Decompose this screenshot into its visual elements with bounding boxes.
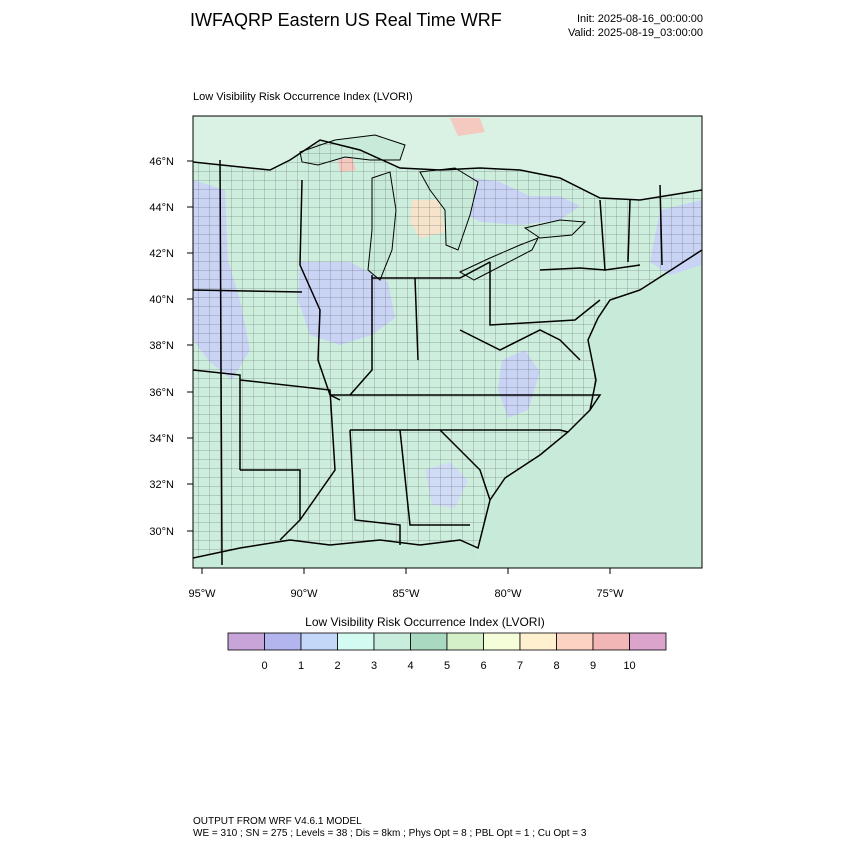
colorbar-label: 9 [590,660,596,672]
high-index-canada-patch [450,118,485,136]
footer-model-line: OUTPUT FROM WRF V4.6.1 MODEL [193,816,362,827]
init-time: Init: 2025-08-16_00:00:00 [577,13,703,25]
colorbar-box [446,632,484,651]
valid-time: Valid: 2025-08-19_03:00:00 [568,27,703,39]
colorbar-box [483,632,521,651]
colorbar-label: 5 [444,660,450,672]
colorbar-box [592,632,630,651]
colorbar-label: 7 [517,660,523,672]
colorbar-label: 1 [298,660,304,672]
lon-label-80: 80°W [494,588,522,600]
lat-label-36: 36°N [149,387,174,399]
colorbar-box [519,632,557,651]
colorbar-label: 8 [553,660,559,672]
plot-subtitle: Low Visibility Risk Occurrence Index (LV… [193,91,413,103]
colorbar: 0 1 2 3 4 5 6 7 8 9 10 [227,632,667,672]
gulf-of-mexico [193,540,478,568]
map-area [193,116,702,568]
atlantic-ocean [478,250,702,568]
colorbar-box [300,632,338,651]
colorbar-box [373,632,411,651]
state-boundaries [193,139,702,566]
colorbar-box [556,632,594,651]
main-title: IWFAQRP Eastern US Real Time WRF [190,10,502,30]
colorbar-label: 0 [261,660,267,672]
map-frame [192,115,703,569]
colorbar-label: 2 [334,660,340,672]
lon-label-85: 85°W [392,588,420,600]
colorbar-label: 6 [480,660,486,672]
lat-label-46: 46°N [149,156,174,168]
lat-label-44: 44°N [149,202,174,214]
colorbar-label: 4 [407,660,413,672]
lat-label-34: 34°N [149,433,174,445]
colorbar-label: 3 [371,660,377,672]
lat-label-32: 32°N [149,479,174,491]
lon-label-75: 75°W [596,588,624,600]
lat-label-30: 30°N [149,526,174,538]
colorbar-title: Low Visibility Risk Occurrence Index (LV… [305,615,545,629]
colorbar-label: 10 [623,660,635,672]
lat-axis: 46°N 44°N 42°N 40°N 38°N 36°N 34°N 32°N … [149,156,193,538]
canada-region [193,116,702,200]
lat-label-38: 38°N [149,340,174,352]
lon-label-90: 90°W [290,588,318,600]
colorbar-box [629,632,667,651]
colorbar-box [227,632,265,651]
colorbar-box [264,632,302,651]
lat-label-42: 42°N [149,248,174,260]
footer-config-line: WE = 310 ; SN = 275 ; Levels = 38 ; Dis … [193,828,587,839]
colorbar-box [337,632,375,651]
lon-axis: 95°W 90°W 85°W 80°W 75°W [188,568,624,600]
colorbar-box [410,632,448,651]
lat-label-40: 40°N [149,294,174,306]
county-boundaries [193,140,702,558]
lon-label-95: 95°W [188,588,216,600]
